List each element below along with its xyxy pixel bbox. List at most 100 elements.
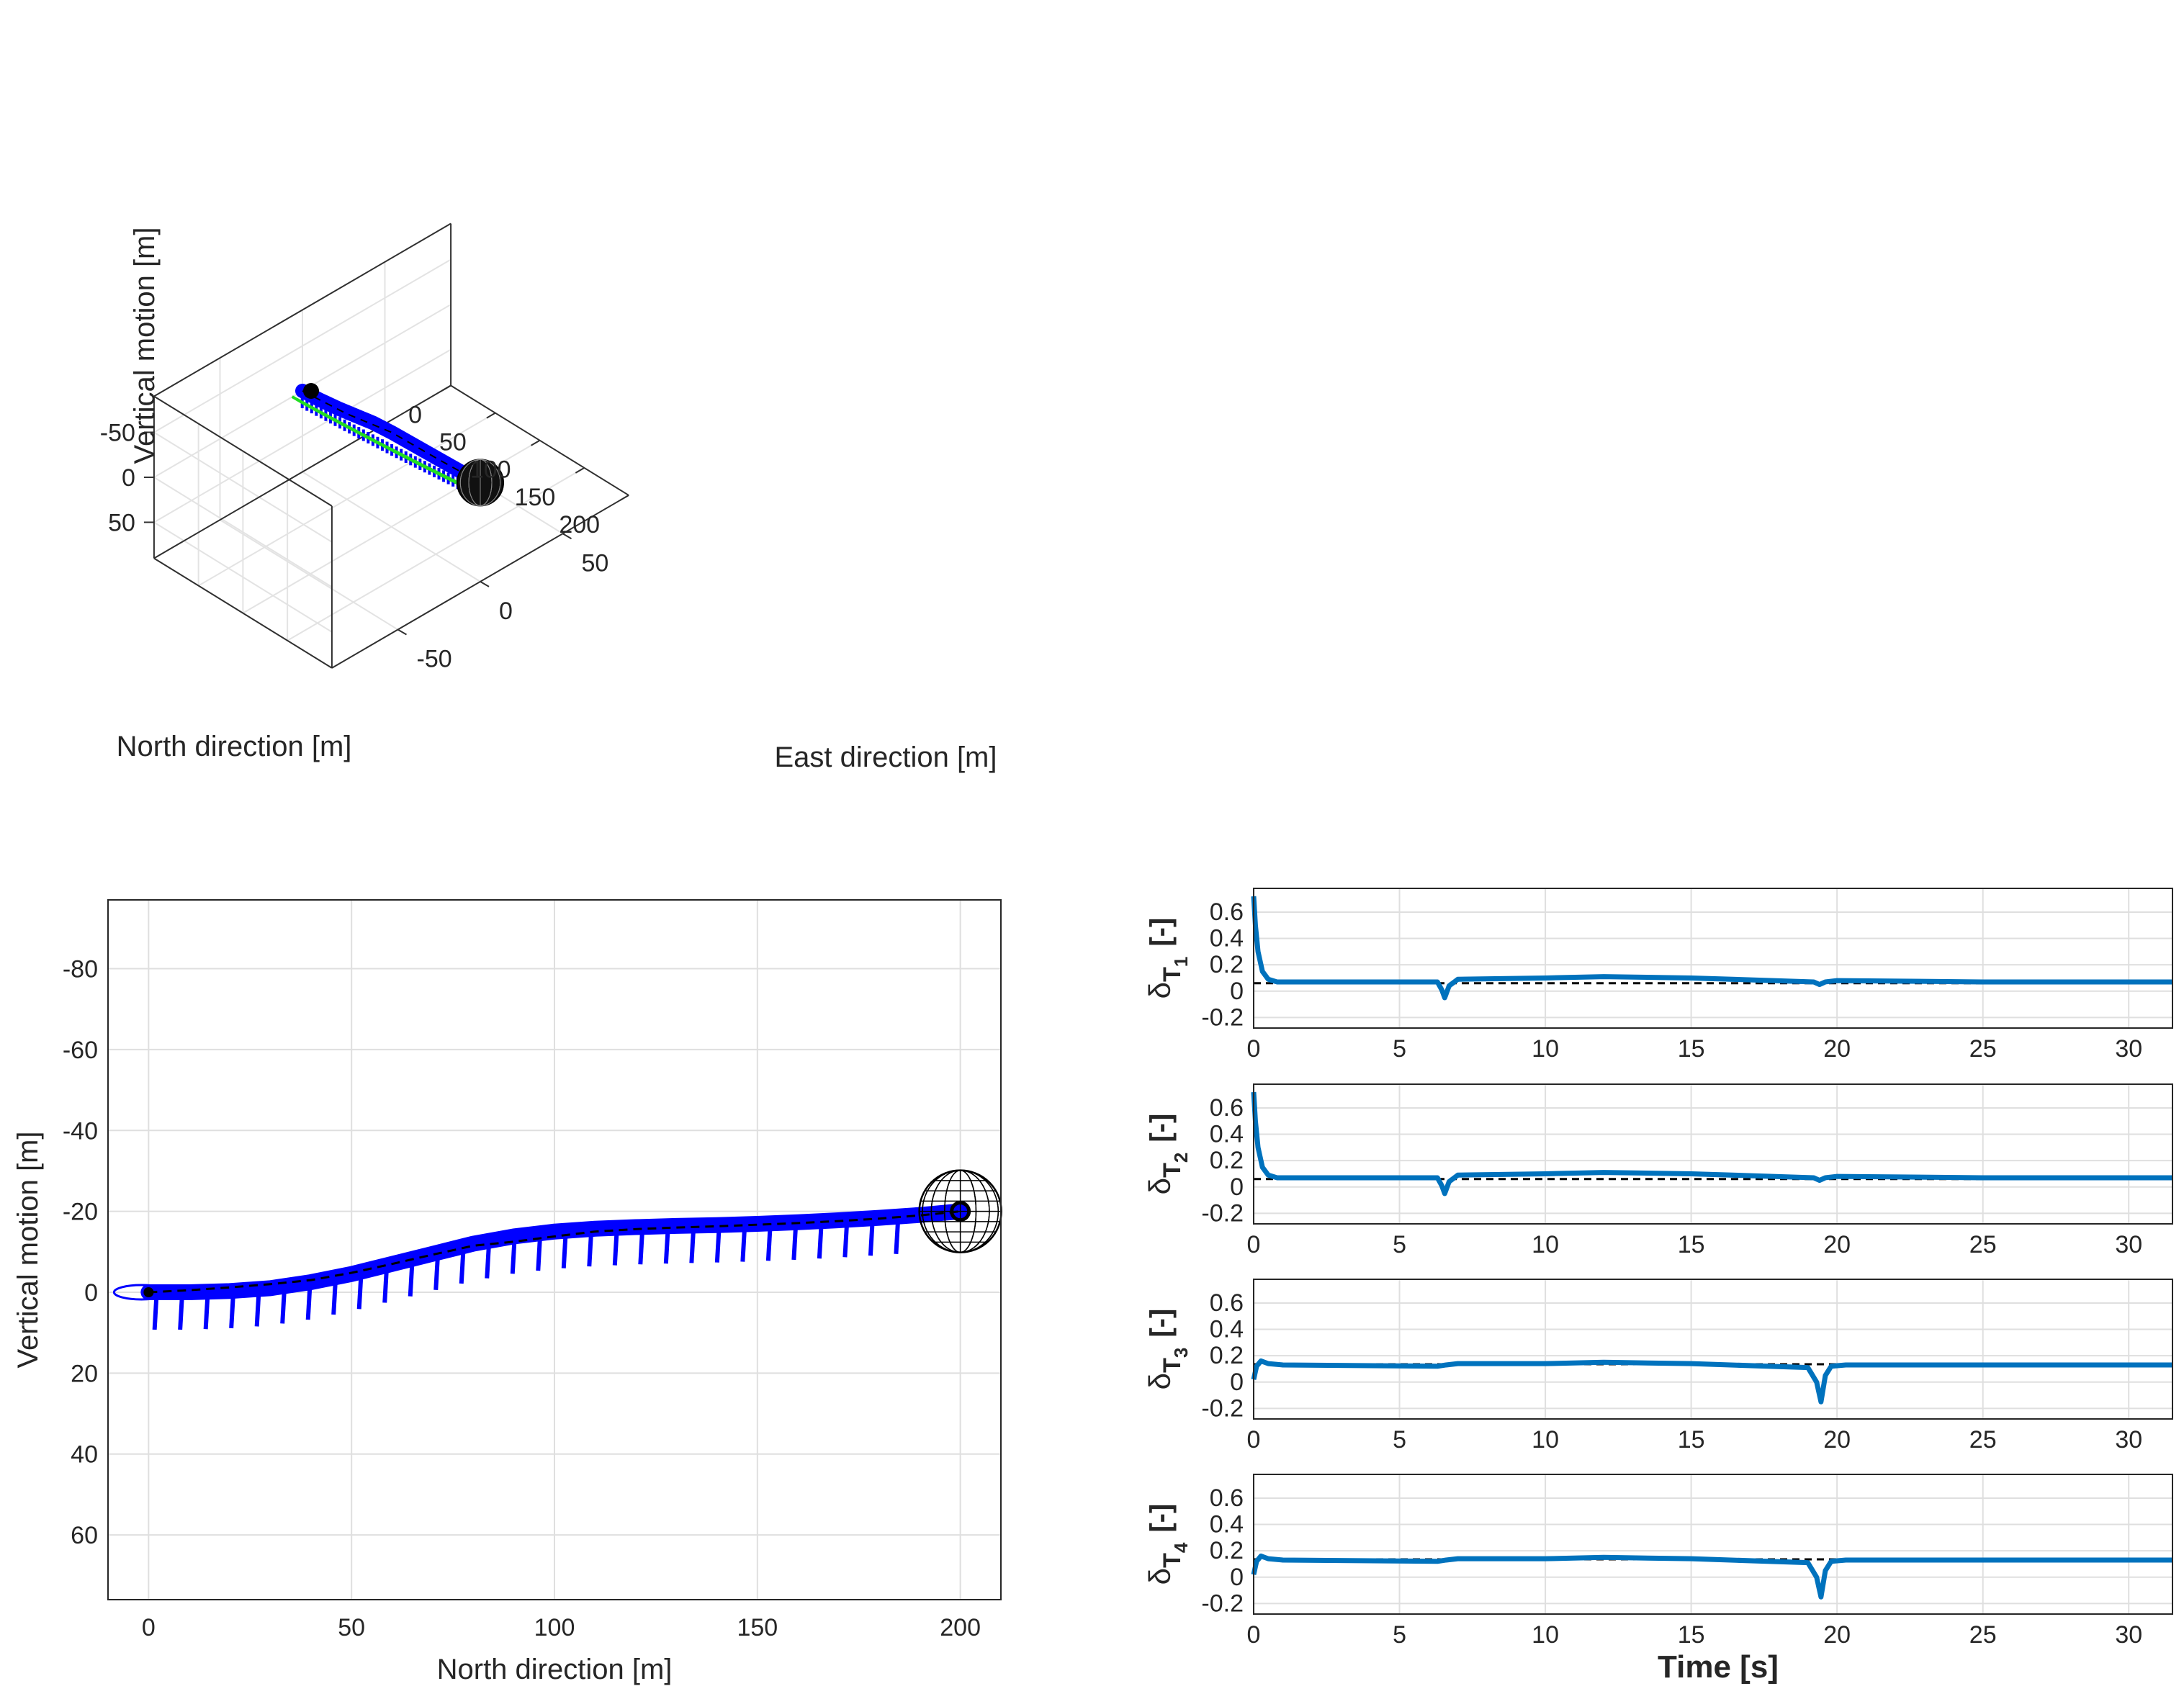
thrust-y-label-symbol: δ (1143, 982, 1177, 999)
thrust-y-label-unit: [-] (1145, 1504, 1177, 1533)
thrust-y-label-index: 3 (1170, 1348, 1192, 1358)
plot-3d-y-tick: 50 (582, 549, 609, 577)
side-view-y-label: Vertical motion [m] (12, 1131, 44, 1368)
box3d-edge (153, 384, 451, 559)
thrust-x-tick: 20 (1823, 1231, 1851, 1258)
thrust-y-label-index: 2 (1170, 1153, 1192, 1163)
thrust-frame (1253, 1474, 2173, 1615)
thrust-y-label-sub: T (1159, 1358, 1186, 1373)
thrust-x-tick: 5 (1393, 1231, 1406, 1258)
side-view-x-tick: 0 (142, 1614, 156, 1641)
thrust-x-tick: 5 (1393, 1621, 1406, 1649)
side-view-x-tick: 200 (940, 1614, 981, 1641)
box3d-edge (153, 395, 333, 507)
plot-3d-x-tick: 0 (408, 402, 422, 429)
side-view-y-tick: -60 (63, 1037, 98, 1064)
thrust-y-label: δT4 [-] (1143, 1504, 1192, 1585)
thrust-y-label-index: 1 (1170, 957, 1192, 967)
thrust-x-tick: 5 (1393, 1035, 1406, 1063)
thrust-x-tick: 15 (1678, 1231, 1705, 1258)
thrust-x-tick: 30 (2115, 1035, 2142, 1063)
grid3d-line (219, 519, 399, 631)
thrust-x-tick: 0 (1247, 1035, 1261, 1063)
thrust-y-label-sub: T (1159, 1163, 1186, 1178)
thrust-x-tick: 25 (1969, 1035, 1997, 1063)
plot-3d-z-tick: 0 (122, 464, 135, 492)
plot-3d-data (291, 383, 504, 507)
thrust-y-tick: 0.6 (1210, 898, 1244, 926)
thrust-x-tick: 20 (1823, 1035, 1851, 1063)
thrust-y-label-symbol: δ (1143, 1178, 1177, 1194)
thrust-x-tick: 10 (1532, 1231, 1559, 1258)
plot-3d-x-label: North direction [m] (117, 731, 352, 762)
thrust-x-tick: 5 (1393, 1426, 1406, 1454)
thrust-x-tick: 20 (1823, 1621, 1851, 1649)
side-view-y-tick: 20 (71, 1360, 98, 1387)
thrust-x-tick: 15 (1678, 1621, 1705, 1649)
thrust-frame (1253, 1279, 2173, 1420)
thrust-line (1251, 1358, 2172, 1405)
y-tick-mark (397, 628, 408, 636)
thrust-line (1251, 1553, 2172, 1600)
side-view-x-tick: 150 (737, 1614, 778, 1641)
side-view-grid (108, 900, 1001, 1600)
side-view-x-tick: 50 (338, 1614, 365, 1641)
side-view-y-tick: 0 (84, 1279, 98, 1307)
thrust-y-tick: 0 (1230, 978, 1244, 1005)
sphere-meridian (922, 1169, 999, 1253)
side-view-y-tick: -20 (63, 1199, 98, 1226)
grid3d-line (153, 477, 333, 588)
thrust-x-tick: 30 (2115, 1621, 2142, 1649)
thrust-y-tick: 0 (1230, 1173, 1244, 1201)
plot-3d-z-tick: 50 (108, 509, 135, 536)
thrust-y-label-symbol: δ (1143, 1568, 1177, 1585)
grid3d-line (153, 348, 451, 523)
thrust-y-label: δT3 [-] (1143, 1309, 1192, 1390)
side-view-data (112, 1169, 1002, 1330)
side-view-y-tick: -80 (63, 956, 98, 983)
thrust-y-tick: 0 (1230, 1369, 1244, 1396)
thrust-y-label-symbol: δ (1143, 1373, 1177, 1389)
side-view-frame (107, 899, 1002, 1600)
thrust-y-tick: 0.4 (1210, 1121, 1244, 1148)
thrust-y-tick: 0.6 (1210, 1289, 1244, 1317)
plot-3d-z-tick: -50 (100, 419, 135, 446)
thrust-x-tick: 0 (1247, 1231, 1261, 1258)
plot-3d-y-tick: 0 (499, 598, 513, 625)
plot-3d-z-label: Vertical motion [m] (129, 227, 161, 464)
thrust-y-label-unit: [-] (1145, 918, 1177, 947)
thrust-y-tick: -0.2 (1201, 1004, 1244, 1031)
x-tick-mark (575, 467, 585, 474)
sphere-meridian-3d (459, 459, 501, 506)
thrust-x-tick: 30 (2115, 1231, 2142, 1258)
side-view-y-tick: -40 (63, 1117, 98, 1145)
thrust-y-tick: 0.4 (1210, 1316, 1244, 1343)
thrust-y-tick: -0.2 (1201, 1590, 1244, 1617)
side-view-x-tick: 100 (534, 1614, 575, 1641)
plot-3d-y-tick: -50 (417, 646, 452, 673)
side-view-y-tick: 60 (71, 1522, 98, 1549)
y-tick-mark (562, 533, 572, 540)
box3d-edge (153, 557, 333, 669)
plot-3d-x-tick: 50 (439, 429, 467, 456)
plot-3d-x-tick: 100 (470, 456, 511, 484)
side-view-x-label: North direction [m] (437, 1654, 673, 1685)
thrust-y-tick: 0.2 (1210, 1342, 1244, 1369)
thrust-y-tick: 0.4 (1210, 1511, 1244, 1538)
start-marker (143, 1286, 154, 1297)
thrust-y-tick: -0.2 (1201, 1199, 1244, 1227)
x-tick-mark (619, 495, 629, 501)
thrust-y-label: δT1 [-] (1143, 918, 1192, 999)
x-tick-mark (486, 412, 496, 419)
thrust-y-label-index: 4 (1170, 1542, 1192, 1553)
thrust-y-tick: 0.6 (1210, 1094, 1244, 1122)
plot-3d-x-tick: 150 (515, 484, 556, 511)
thrust-y-label-unit: [-] (1145, 1114, 1177, 1143)
